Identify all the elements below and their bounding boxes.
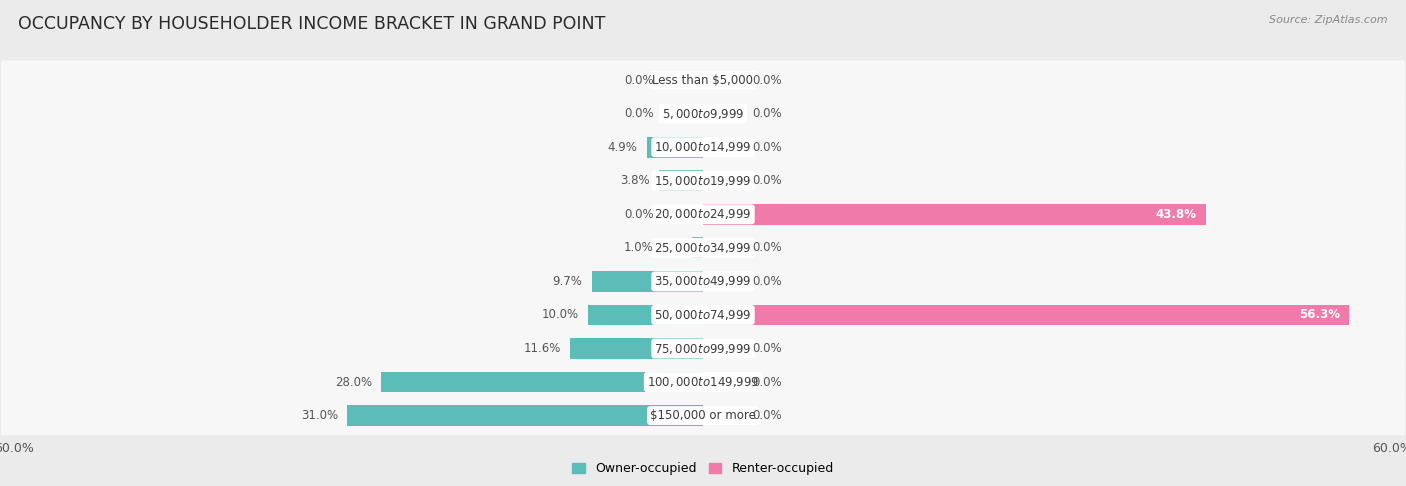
- Text: 0.0%: 0.0%: [752, 275, 782, 288]
- Text: 0.0%: 0.0%: [752, 107, 782, 120]
- Bar: [662, 376, 703, 388]
- Bar: [381, 372, 703, 393]
- Bar: [347, 405, 703, 426]
- Bar: [703, 276, 744, 287]
- Bar: [662, 208, 703, 220]
- FancyBboxPatch shape: [1, 295, 1405, 335]
- Text: 43.8%: 43.8%: [1156, 208, 1197, 221]
- FancyBboxPatch shape: [1, 228, 1405, 268]
- Text: 0.0%: 0.0%: [624, 73, 654, 87]
- Text: 4.9%: 4.9%: [607, 141, 637, 154]
- FancyBboxPatch shape: [1, 127, 1405, 167]
- Text: $75,000 to $99,999: $75,000 to $99,999: [654, 342, 752, 355]
- Bar: [703, 208, 744, 220]
- Text: $25,000 to $34,999: $25,000 to $34,999: [654, 241, 752, 255]
- Text: 0.0%: 0.0%: [624, 208, 654, 221]
- FancyBboxPatch shape: [1, 94, 1405, 134]
- Bar: [662, 108, 703, 120]
- Bar: [703, 204, 1206, 225]
- FancyBboxPatch shape: [1, 161, 1405, 201]
- Bar: [569, 338, 703, 359]
- Text: 0.0%: 0.0%: [752, 409, 782, 422]
- Bar: [703, 343, 744, 354]
- Text: $5,000 to $9,999: $5,000 to $9,999: [662, 106, 744, 121]
- Text: $35,000 to $49,999: $35,000 to $49,999: [654, 275, 752, 288]
- Text: 0.0%: 0.0%: [752, 242, 782, 254]
- Text: Less than $5,000: Less than $5,000: [652, 73, 754, 87]
- Bar: [662, 309, 703, 321]
- Text: 1.0%: 1.0%: [624, 242, 654, 254]
- Bar: [588, 305, 703, 325]
- Text: 0.0%: 0.0%: [752, 141, 782, 154]
- Text: $150,000 or more: $150,000 or more: [650, 409, 756, 422]
- Bar: [703, 376, 744, 388]
- Bar: [703, 74, 744, 86]
- Text: 0.0%: 0.0%: [752, 342, 782, 355]
- Text: 56.3%: 56.3%: [1299, 309, 1340, 321]
- FancyBboxPatch shape: [1, 194, 1405, 234]
- Text: $20,000 to $24,999: $20,000 to $24,999: [654, 208, 752, 221]
- Text: $100,000 to $149,999: $100,000 to $149,999: [647, 375, 759, 389]
- Bar: [703, 108, 744, 120]
- FancyBboxPatch shape: [1, 329, 1405, 368]
- Legend: Owner-occupied, Renter-occupied: Owner-occupied, Renter-occupied: [568, 457, 838, 481]
- Bar: [662, 276, 703, 287]
- Bar: [703, 242, 744, 254]
- Bar: [592, 271, 703, 292]
- FancyBboxPatch shape: [1, 362, 1405, 402]
- Text: $50,000 to $74,999: $50,000 to $74,999: [654, 308, 752, 322]
- Bar: [692, 238, 703, 258]
- FancyBboxPatch shape: [1, 261, 1405, 301]
- Bar: [703, 305, 1350, 325]
- Bar: [703, 309, 744, 321]
- Text: $15,000 to $19,999: $15,000 to $19,999: [654, 174, 752, 188]
- Text: 11.6%: 11.6%: [523, 342, 561, 355]
- Bar: [662, 242, 703, 254]
- Bar: [703, 410, 744, 421]
- Text: 28.0%: 28.0%: [335, 376, 373, 388]
- Text: OCCUPANCY BY HOUSEHOLDER INCOME BRACKET IN GRAND POINT: OCCUPANCY BY HOUSEHOLDER INCOME BRACKET …: [18, 15, 606, 33]
- Text: 0.0%: 0.0%: [752, 174, 782, 187]
- Bar: [662, 74, 703, 86]
- Text: Source: ZipAtlas.com: Source: ZipAtlas.com: [1270, 15, 1388, 25]
- Text: 31.0%: 31.0%: [301, 409, 337, 422]
- FancyBboxPatch shape: [1, 396, 1405, 435]
- Text: 10.0%: 10.0%: [541, 309, 579, 321]
- Bar: [659, 171, 703, 191]
- Bar: [647, 137, 703, 157]
- Text: $10,000 to $14,999: $10,000 to $14,999: [654, 140, 752, 154]
- FancyBboxPatch shape: [1, 60, 1405, 100]
- Bar: [662, 175, 703, 187]
- Bar: [662, 410, 703, 421]
- Bar: [662, 141, 703, 153]
- Text: 9.7%: 9.7%: [553, 275, 582, 288]
- Bar: [703, 141, 744, 153]
- Text: 0.0%: 0.0%: [752, 73, 782, 87]
- Bar: [703, 175, 744, 187]
- Text: 3.8%: 3.8%: [620, 174, 650, 187]
- Text: 0.0%: 0.0%: [624, 107, 654, 120]
- Bar: [662, 343, 703, 354]
- Text: 0.0%: 0.0%: [752, 376, 782, 388]
